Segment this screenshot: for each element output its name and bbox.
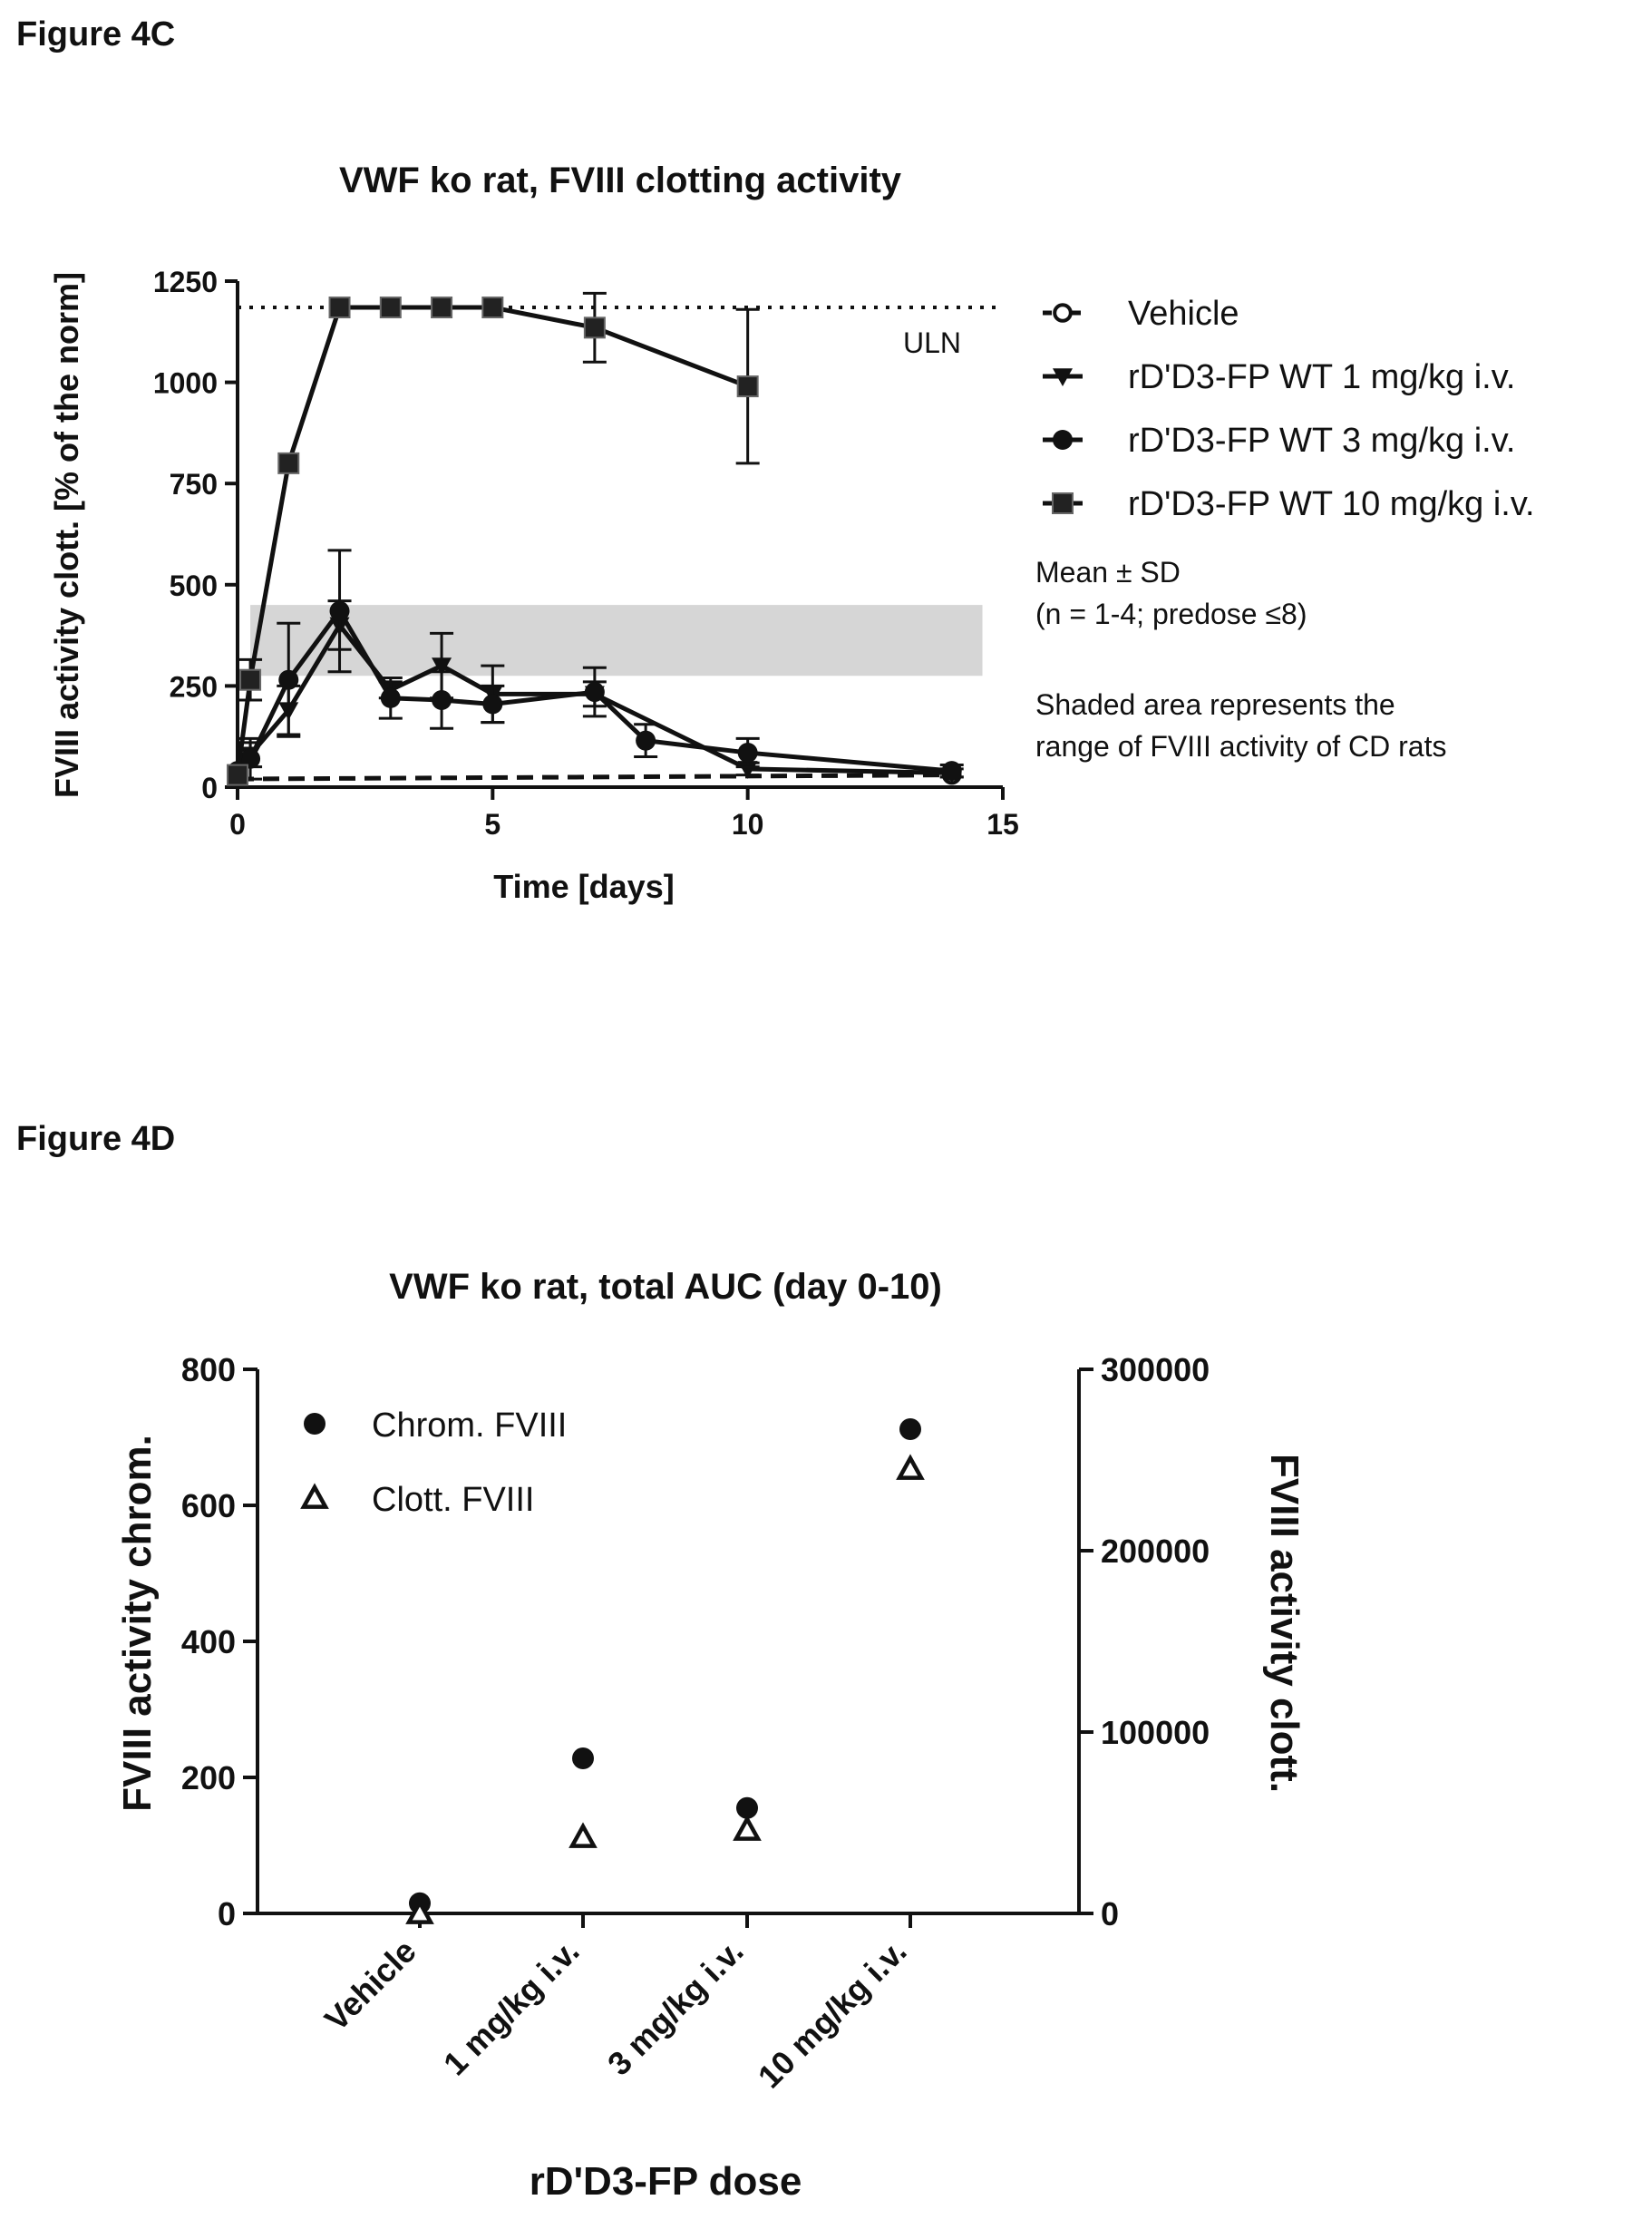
category-label: 10 mg/kg i.v. — [751, 1932, 914, 2096]
chart-4d-title: VWF ko rat, total AUC (day 0-10) — [389, 1267, 942, 1307]
data-point — [941, 761, 962, 782]
legend-marker — [300, 1483, 329, 1509]
data-point — [328, 297, 351, 319]
right-tick-label: 200000 — [1101, 1533, 1210, 1570]
right-tick-label: 100000 — [1101, 1714, 1210, 1751]
left-tick-label: 0 — [218, 1895, 236, 1932]
data-point — [329, 600, 350, 621]
data-point — [379, 297, 402, 319]
chart-4c-title: VWF ko rat, FVIII clotting activity — [339, 161, 902, 200]
series-2 — [228, 549, 964, 782]
data-point — [277, 452, 300, 474]
legend-marker — [1053, 430, 1073, 450]
data-point — [380, 687, 401, 708]
series-line — [237, 773, 952, 782]
legend-entry-2: rD'D3-FP WT 3 mg/kg i.v. — [1043, 422, 1515, 460]
legend-label: rD'D3-FP WT 1 mg/kg i.v. — [1128, 358, 1515, 396]
left-tick-label: 800 — [181, 1351, 236, 1388]
chart-4d-x-axis-title: rD'D3-FP dose — [530, 2159, 802, 2204]
chart-4d: VWF ko rat, total AUC (day 0-10) rD'D3-F… — [115, 1267, 1307, 2204]
legend-entry-1: rD'D3-FP WT 1 mg/kg i.v. — [1043, 358, 1515, 396]
legend-label: Clott. FVIII — [372, 1481, 534, 1519]
left-tick-label: 200 — [181, 1759, 236, 1796]
y-tick-label: 500 — [170, 569, 218, 602]
chart-4c-note-n: (n = 1-4; predose ≤8) — [1035, 598, 1307, 630]
category-label: 1 mg/kg i.v. — [436, 1932, 587, 2083]
legend-label: rD'D3-FP WT 3 mg/kg i.v. — [1128, 422, 1515, 460]
x-tick-label: 15 — [986, 808, 1019, 841]
data-point — [432, 690, 452, 711]
x-tick-label: 5 — [484, 808, 500, 841]
data-point — [227, 764, 248, 786]
legend-marker — [1053, 368, 1073, 386]
y-tick-label: 750 — [170, 468, 218, 501]
chart-4c-note-shade-1: Shaded area represents the — [1035, 688, 1395, 721]
data-point — [636, 730, 656, 751]
data-point — [733, 1815, 762, 1841]
legend-entry-1: Clott. FVIII — [300, 1481, 534, 1519]
x-tick-label: 10 — [732, 808, 764, 841]
legend-marker — [1053, 303, 1073, 323]
data-point — [432, 657, 452, 676]
data-point — [583, 316, 606, 339]
category-label: 3 mg/kg i.v. — [600, 1932, 751, 2083]
chart-4c-y-axis-title: FVIII activity clott. [% of the norm] — [48, 272, 85, 798]
y-tick-label: 250 — [170, 670, 218, 703]
left-tick-label: 400 — [181, 1623, 236, 1660]
legend-label: rD'D3-FP WT 10 mg/kg i.v. — [1128, 485, 1535, 523]
data-point — [737, 761, 758, 779]
y-tick-label: 1000 — [153, 367, 218, 400]
data-point — [568, 1822, 598, 1848]
chart-4d-y-axis-title-left: FVIII activity chrom. — [115, 1435, 160, 1812]
legend-marker — [304, 1413, 326, 1435]
figure-4d-label: Figure 4D — [16, 1120, 175, 1158]
right-tick-label: 300000 — [1101, 1351, 1210, 1388]
data-point — [405, 1898, 434, 1924]
series-1 — [405, 1454, 925, 1924]
uln-label: ULN — [903, 326, 961, 359]
data-point — [899, 1418, 921, 1440]
data-point — [481, 297, 504, 319]
category-label: Vehicle — [317, 1932, 423, 2039]
data-point — [896, 1454, 925, 1480]
data-point — [431, 297, 453, 319]
chart-4c-x-axis-title: Time [days] — [493, 868, 674, 905]
legend-marker — [1052, 492, 1074, 514]
legend-label: Vehicle — [1128, 295, 1239, 333]
chart-4d-y-axis-title-right: FVIII activity clott. — [1262, 1454, 1307, 1793]
series-3 — [227, 291, 760, 786]
right-tick-label: 0 — [1101, 1895, 1119, 1932]
data-point — [240, 748, 261, 769]
data-point — [736, 1796, 758, 1819]
chart-4c: VWF ko rat, FVIII clotting activity Time… — [48, 161, 1535, 905]
figure-4c-label: Figure 4C — [16, 15, 175, 54]
x-tick-label: 0 — [229, 808, 246, 841]
legend-entry-3: rD'D3-FP WT 10 mg/kg i.v. — [1043, 485, 1535, 523]
shaded-band — [250, 605, 983, 676]
y-tick-label: 0 — [201, 772, 218, 804]
data-point — [584, 682, 605, 703]
data-point — [736, 375, 759, 398]
data-point — [239, 668, 262, 691]
series-line — [235, 621, 952, 783]
legend-entry-0: Vehicle — [1043, 295, 1239, 333]
data-point — [572, 1747, 594, 1769]
chart-4c-note-stat: Mean ± SD — [1035, 556, 1181, 589]
data-point — [737, 743, 758, 764]
legend-entry-0: Chrom. FVIII — [304, 1407, 567, 1445]
data-point — [482, 694, 503, 715]
y-tick-label: 1250 — [153, 266, 218, 298]
data-point — [278, 669, 299, 690]
legend-label: Chrom. FVIII — [372, 1407, 567, 1445]
left-tick-label: 600 — [181, 1487, 236, 1524]
chart-4c-note-shade-2: range of FVIII activity of CD rats — [1035, 730, 1446, 763]
